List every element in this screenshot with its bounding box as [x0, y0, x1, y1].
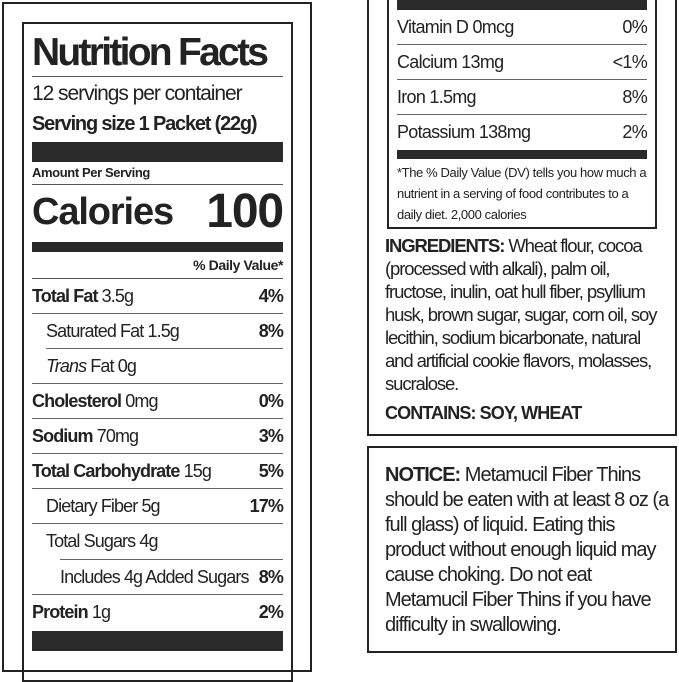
nutrient-amount: 3.5g: [101, 285, 134, 306]
ingredients-text: Wheat flour, cocoa (processed with alkal…: [385, 235, 657, 394]
vitamin-row: Calcium 13mg <1%: [397, 45, 648, 80]
nutrient-row-total-fat: Total Fat 3.5g 4%: [32, 279, 284, 314]
vitamin-label: Iron 1.5mg: [397, 86, 477, 107]
serving-size: Serving size 1 Packet (22g): [32, 113, 258, 135]
right-panel-border: [367, 0, 677, 436]
nutrient-dv: 4%: [258, 285, 284, 306]
nutrient-dv: 8%: [258, 320, 284, 341]
nutrient-amount: 15g: [183, 460, 212, 481]
nutrient-amount: 5g: [141, 495, 160, 516]
thick-divider: [397, 0, 647, 10]
nutrition-facts-label: Nutrition Facts 12 servings per containe…: [22, 22, 293, 682]
nutrient-name: Total Carbohydrate: [32, 460, 180, 481]
nutrient-row-sodium: Sodium 70mg 3%: [32, 419, 284, 454]
amount-per-serving: Amount Per Serving: [32, 162, 283, 185]
vitamin-label: Potassium 138mg: [397, 122, 531, 142]
thick-divider: [397, 150, 647, 159]
notice-label: NOTICE:: [385, 464, 461, 486]
nutrient-row-protein: Protein 1g 2%: [32, 595, 284, 630]
servings-per-container: 12 servings per container: [32, 82, 243, 105]
daily-value-header: % Daily Value*: [32, 252, 283, 279]
nutrient-amount: 0mg: [125, 390, 158, 411]
nutrient-amount: 1.5g: [147, 320, 179, 341]
nutrient-row-saturated-fat: Saturated Fat 1.5g 8%: [46, 314, 284, 349]
nutrient-dv: 3%: [258, 425, 284, 446]
ingredients-label: INGREDIENTS:: [385, 235, 505, 256]
nutrient-name: Includes 4g Added Sugars: [60, 566, 249, 587]
nutrient-amount: 70mg: [96, 425, 139, 446]
nutrient-name: Cholesterol: [32, 390, 122, 411]
nutrient-name: Total Fat: [32, 285, 98, 306]
nutrient-dv: 17%: [249, 495, 284, 516]
nutrient-amount: 0g: [117, 355, 137, 376]
vitamins-box: Vitamin D 0mcg 0% Calcium 13mg <1% Iron 1.…: [387, 0, 657, 229]
nutrient-dv: 5%: [258, 460, 284, 481]
nutrient-dv: 0%: [258, 390, 284, 411]
nutrient-row-trans-fat: Trans Fat 0g: [32, 349, 283, 384]
vitamin-row: Vitamin D 0mcg 0%: [397, 10, 648, 45]
vitamin-dv: 8%: [622, 86, 647, 107]
vitamin-dv: <1%: [612, 51, 648, 72]
nutrient-name: Dietary Fiber: [46, 495, 138, 516]
nutrient-row-total-carbohydrate: Total Carbohydrate 15g 5%: [32, 454, 284, 489]
allergen-contains: CONTAINS: SOY, WHEAT: [385, 403, 582, 423]
notice-box: [367, 446, 677, 653]
thick-divider: [32, 631, 283, 651]
ingredients: INGREDIENTS: Wheat flour, cocoa (process…: [385, 234, 670, 395]
notice: NOTICE: Metamucil Fiber Thins should be …: [385, 463, 675, 638]
nutrient-dv: 8%: [258, 566, 284, 587]
nutrient-name: Trans: [46, 355, 87, 376]
nutrient-name: Sodium: [32, 425, 94, 446]
notice-text: Metamucil Fiber Thins should be eaten wi…: [385, 464, 669, 636]
vitamin-label: Vitamin D 0mcg: [397, 16, 514, 37]
vitamin-row: Potassium 138mg 2%: [397, 115, 648, 150]
nutrition-facts-title: Nutrition Facts: [32, 30, 283, 77]
vitamin-label: Calcium 13mg: [397, 51, 504, 72]
calories-value: 100: [206, 185, 284, 238]
thick-divider: [32, 142, 283, 162]
nutrient-amount: 1g: [91, 602, 111, 622]
vitamin-dv: 0%: [622, 16, 647, 37]
nutrient-dv: 2%: [258, 602, 284, 622]
nutrient-name: Total Sugars: [46, 531, 136, 551]
vitamin-dv: 2%: [622, 122, 647, 142]
nutrient-name-rest: Fat: [90, 355, 114, 376]
nutrient-row-added-sugars: Includes 4g Added Sugars 8%: [32, 560, 284, 595]
vitamin-row: Iron 1.5mg 8%: [397, 80, 648, 115]
nutrient-name: Protein: [32, 602, 89, 622]
nutrient-row-cholesterol: Cholesterol 0mg 0%: [32, 384, 284, 419]
nutrient-row-dietary-fiber: Dietary Fiber 5g 17%: [32, 489, 284, 524]
nutrient-row-total-sugars: Total Sugars 4g: [32, 524, 283, 559]
nutrient-amount: 4g: [139, 531, 158, 551]
calories-label: Calories: [32, 191, 174, 233]
calories-row: Calories 100: [32, 185, 284, 239]
nutrient-name: Saturated Fat: [46, 320, 144, 341]
daily-value-footnote: *The % Daily Value (DV) tells you how mu…: [397, 165, 647, 222]
medium-divider: [32, 242, 283, 252]
